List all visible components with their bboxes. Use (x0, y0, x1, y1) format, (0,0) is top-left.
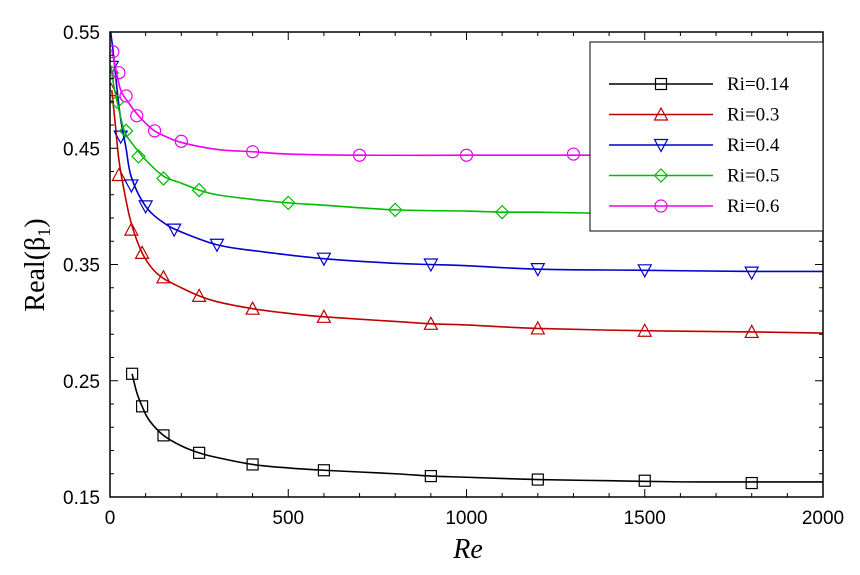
legend-item: Ri=0.5 (609, 166, 779, 187)
data-point (209, 238, 225, 253)
data-point (191, 288, 207, 302)
data-point (123, 221, 139, 236)
y-tick-label: 0.45 (63, 139, 100, 160)
data-point (638, 474, 651, 487)
series-Ri=0.6 (110, 45, 823, 162)
data-point (316, 309, 332, 323)
data-point (530, 263, 546, 277)
data-point (174, 134, 188, 148)
data-point (110, 45, 120, 59)
y-tick-label: 0.35 (63, 256, 100, 277)
legend-marker (653, 138, 669, 153)
data-point (352, 148, 367, 162)
legend-item: Ri=0.6 (609, 196, 779, 217)
data-point (637, 264, 653, 279)
legend-marker (654, 199, 668, 213)
y-axis-title: Real(β1) (20, 218, 54, 311)
legend-marker (653, 106, 669, 121)
data-point (147, 124, 162, 138)
series-line (131, 373, 823, 483)
data-point (111, 167, 127, 182)
data-point (744, 266, 760, 281)
data-point (745, 476, 758, 490)
legend-item: Ri=0.14 (609, 74, 789, 95)
series-Ri=0.14 (126, 367, 823, 490)
legend-label: Ri=0.14 (727, 74, 789, 95)
data-point (317, 464, 330, 477)
data-point (112, 66, 126, 80)
legend-label: Ri=0.6 (727, 196, 779, 217)
legend-item: Ri=0.3 (609, 105, 779, 126)
data-point (193, 446, 206, 459)
series-line (110, 90, 823, 334)
data-point (131, 149, 146, 164)
data-point (135, 400, 149, 413)
data-point (166, 223, 182, 238)
data-point (423, 258, 439, 273)
data-point (316, 252, 332, 267)
data-point (118, 123, 134, 139)
y-tick-label: 0.25 (63, 372, 100, 393)
data-point (246, 458, 259, 471)
x-axis-title: Re (452, 534, 483, 565)
data-point (459, 148, 474, 162)
data-point (245, 300, 261, 315)
series-line (110, 49, 823, 157)
data-point (494, 204, 510, 220)
data-point (119, 89, 133, 103)
x-tick-label: 1500 (624, 508, 666, 529)
y-axis-title-main: Real(β (20, 237, 51, 312)
legend: Ri=0.14 Ri=0.3 Ri=0.4 Ri=0.5 Ri=0.6 (589, 41, 824, 232)
data-point (134, 245, 150, 259)
data-point (138, 200, 154, 215)
y-tick-label: 0.15 (63, 488, 100, 509)
x-tick-label: 0 (105, 508, 116, 529)
data-point (387, 202, 403, 218)
legend-label: Ri=0.4 (727, 135, 780, 156)
data-point (744, 324, 760, 339)
legend-label: Ri=0.3 (727, 105, 779, 126)
y-tick-label: 0.55 (63, 23, 100, 44)
legend-item: Ri=0.4 (609, 135, 780, 156)
data-point (126, 367, 139, 380)
tick-labels: 0 500 1000 1500 2000 0.15 0.25 0.35 0.45 0.55 (63, 23, 844, 529)
data-point (157, 429, 170, 442)
data-point (637, 323, 653, 337)
y-axis-title-close: ) (20, 218, 51, 227)
x-tick-label: 500 (272, 508, 304, 529)
legend-box (589, 41, 824, 232)
x-tick-label: 2000 (802, 508, 844, 529)
series-Ri=0.3 (110, 82, 823, 339)
data-point (531, 473, 544, 486)
data-point (530, 320, 546, 335)
data-point (155, 269, 171, 284)
data-point (123, 179, 139, 194)
data-point (280, 195, 296, 211)
data-point (246, 145, 260, 159)
legend-label: Ri=0.5 (727, 166, 779, 187)
y-axis-title-sub: 1 (34, 228, 54, 237)
data-point (130, 109, 144, 123)
data-point (191, 182, 207, 198)
x-tick-label: 1000 (445, 508, 487, 529)
legend-marker (654, 77, 668, 91)
data-point (566, 147, 581, 161)
data-point (424, 469, 437, 483)
data-point (423, 316, 439, 330)
legend-marker (653, 168, 669, 183)
data-point (156, 171, 171, 186)
